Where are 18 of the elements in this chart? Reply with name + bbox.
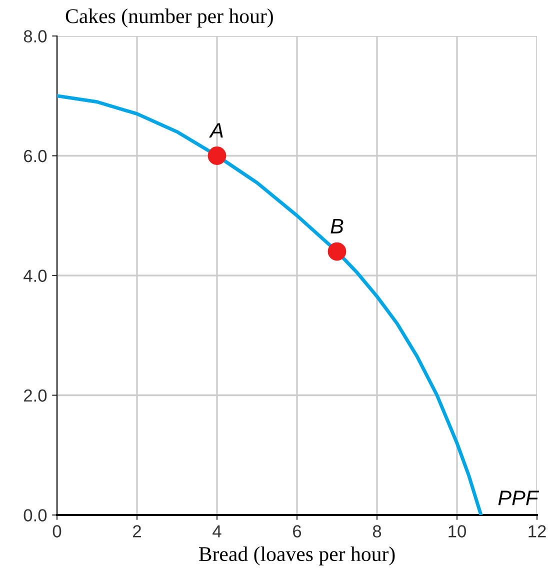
x-axis-title: Bread (loaves per hour)	[198, 546, 395, 566]
annotation: B	[330, 219, 344, 234]
x-tick-label: 12	[528, 525, 546, 538]
x-tick-label: 8	[372, 525, 382, 538]
line-series	[57, 94, 483, 515]
annotation: A	[209, 123, 223, 138]
y-tick-label: 2.0	[24, 389, 47, 402]
y-tick-label: 6.0	[24, 150, 47, 162]
y-axis-title: Cakes (number per hour)	[66, 8, 273, 28]
x-tick-label: 10	[448, 525, 466, 538]
x-tick-label: 4	[212, 525, 222, 538]
x-tick-label: 0	[52, 525, 62, 538]
y-tick-label: 4.0	[24, 270, 47, 282]
x-tick-label: 6	[293, 525, 302, 538]
x-tick-label: 2	[133, 525, 141, 538]
series-label: PPF	[498, 490, 540, 506]
y-tick-label: 8.0	[24, 30, 47, 42]
y-tick-label: 0.0	[24, 509, 47, 522]
